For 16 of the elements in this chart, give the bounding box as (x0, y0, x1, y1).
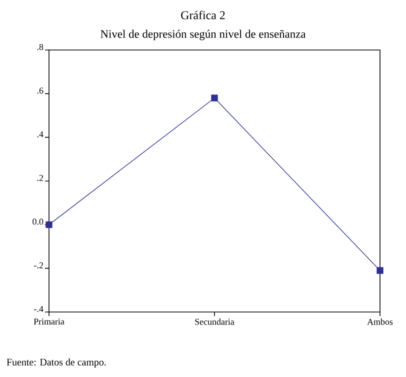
chart-title: Gráfica 2 (181, 10, 225, 20)
y-tick-label: .8 (37, 44, 44, 50)
y-tick-label: .4 (37, 131, 44, 138)
point (46, 221, 52, 228)
y-tick-label: 0.0 (32, 218, 44, 225)
x-tick-label: Secundaria (195, 318, 234, 325)
y-tick-label: .6 (37, 88, 44, 94)
source-note: Fuente: Datos de campo. (6, 358, 106, 368)
chart-subtitle: Nivel de depresión según nivel de enseñanza (100, 30, 306, 40)
y-tick-label: -.2 (34, 262, 43, 268)
point (211, 94, 218, 102)
x-tick-label: Ambos (367, 318, 393, 325)
y-tick-label: .2 (37, 174, 43, 182)
x-tick-label: Primaria (34, 318, 64, 325)
point (376, 267, 384, 274)
y-tick-label: -.4 (34, 306, 44, 312)
